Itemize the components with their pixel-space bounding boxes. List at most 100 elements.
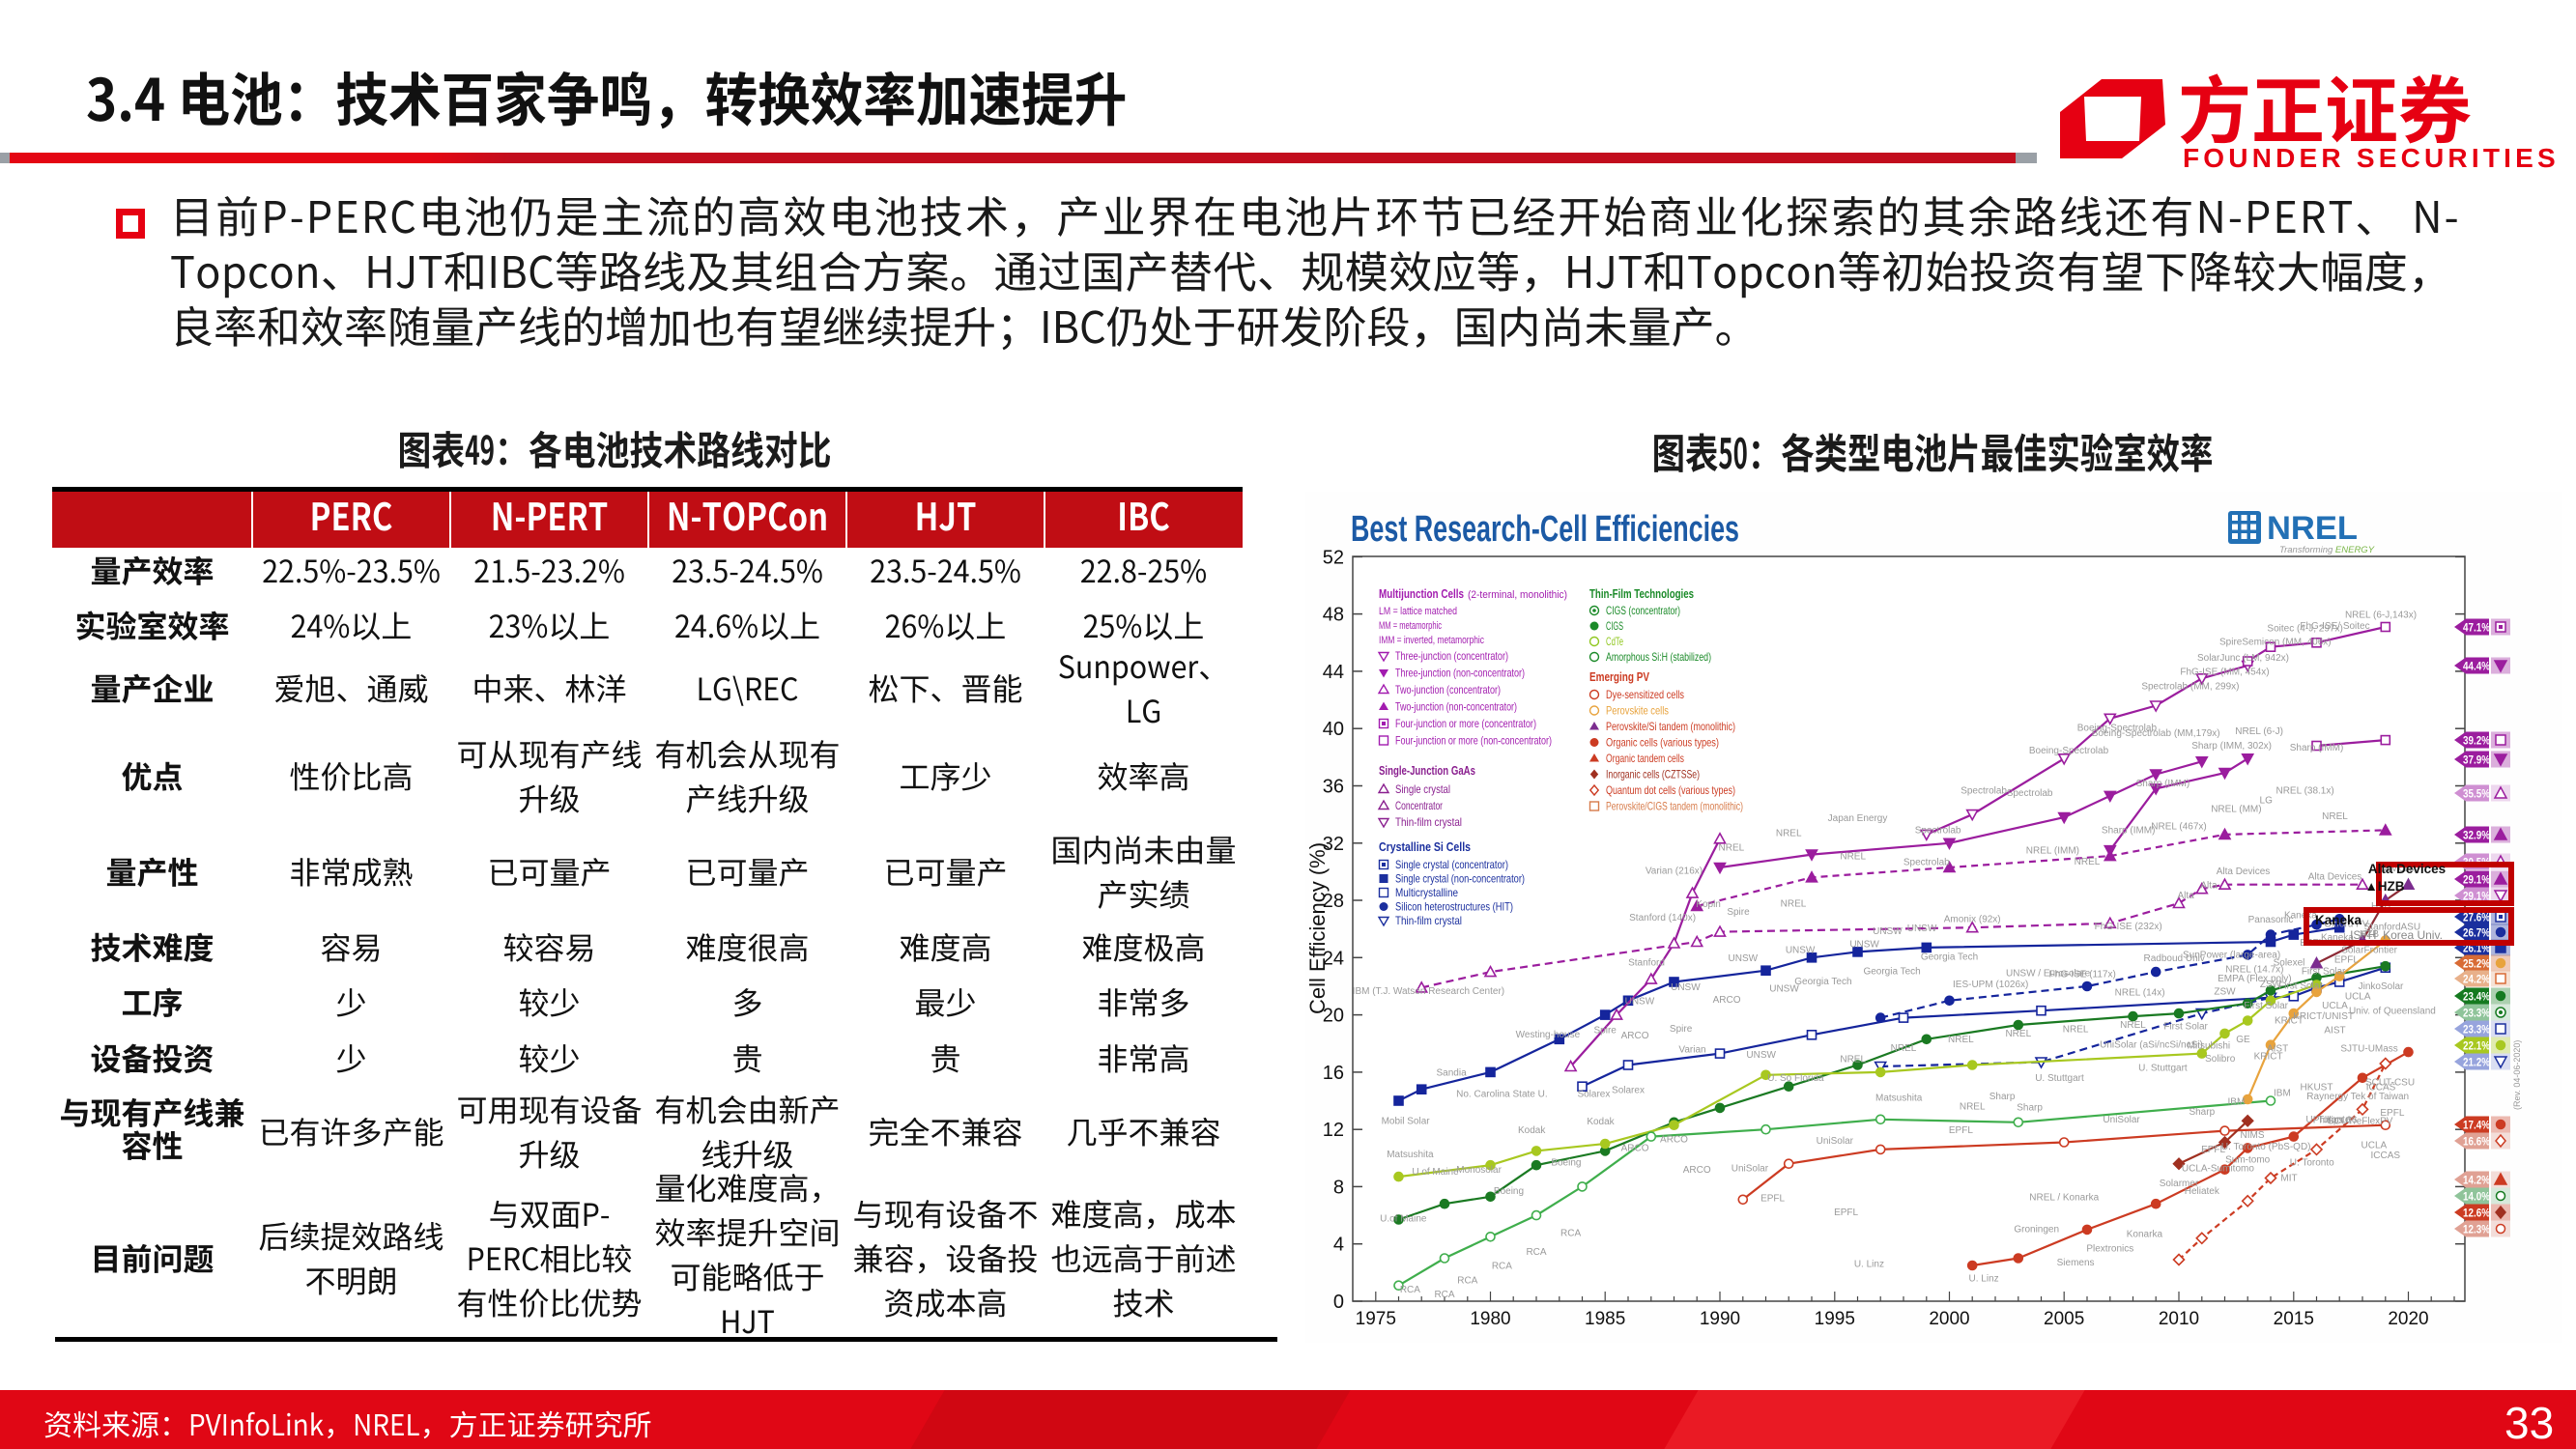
svg-text:SCUT/eFlexPV: SCUT/eFlexPV	[2328, 1116, 2393, 1126]
svg-text:Spire: Spire	[1670, 1024, 1693, 1035]
svg-text:U. Stuttgart: U. Stuttgart	[2138, 1064, 2188, 1074]
svg-text:RCA: RCA	[1526, 1247, 1546, 1258]
svg-text:SCUT-CSU: SCUT-CSU	[2365, 1077, 2415, 1088]
svg-text:NREL: NREL	[2063, 1025, 2089, 1036]
svg-text:Spectrolab: Spectrolab	[1961, 785, 2007, 796]
svg-text:UNSW: UNSW	[1873, 926, 1903, 937]
svg-text:EPFL: EPFL	[2201, 1145, 2225, 1155]
svg-text:No. Carolina State U.: No. Carolina State U.	[1456, 1090, 1548, 1100]
svg-text:Alta: Alta	[2177, 891, 2194, 901]
svg-text:Solarex: Solarex	[1577, 1090, 1610, 1100]
svg-text:MIT: MIT	[2280, 1174, 2297, 1184]
svg-text:FhG-ISE (MM, 454x): FhG-ISE (MM, 454x)	[2180, 668, 2269, 678]
svg-text:Single-Junction GaAs: Single-Junction GaAs	[1379, 764, 1475, 778]
svg-text:UCLA-Sumitomo: UCLA-Sumitomo	[2182, 1163, 2254, 1174]
svg-text:KRICT/UNIST: KRICT/UNIST	[2293, 1011, 2354, 1022]
svg-text:First Solar: First Solar	[2163, 1022, 2208, 1033]
svg-text:47.1%: 47.1%	[2463, 623, 2490, 635]
svg-text:Multicrystalline: Multicrystalline	[1395, 886, 1458, 899]
svg-text:Varian (216x): Varian (216x)	[1646, 866, 1703, 876]
svg-text:MM = metamorphic: MM = metamorphic	[1379, 620, 1442, 632]
svg-text:U. Stuttgart: U. Stuttgart	[2035, 1073, 2084, 1084]
svg-text:U.of Maine: U.of Maine	[1380, 1214, 1427, 1225]
svg-text:AIST: AIST	[2324, 1025, 2345, 1036]
svg-text:ICCAS: ICCAS	[2366, 1083, 2396, 1094]
svg-text:8: 8	[1333, 1177, 1344, 1198]
svg-text:Thin-film crystal: Thin-film crystal	[1395, 815, 1462, 829]
svg-text:Concentrator: Concentrator	[1395, 799, 1443, 812]
svg-text:Four-junction or more (non-con: Four-junction or more (non-concentrator)	[1395, 734, 1552, 748]
svg-text:(Rev. 04-06-2020): (Rev. 04-06-2020)	[2512, 1040, 2522, 1110]
svg-text:35.5%: 35.5%	[2463, 789, 2490, 801]
svg-text:24.2%: 24.2%	[2463, 975, 2490, 986]
svg-text:Spire: Spire	[1594, 1025, 1617, 1036]
svg-text:Single crystal: Single crystal	[1395, 782, 1450, 796]
svg-text:Amorphous Si:H (stabilized): Amorphous Si:H (stabilized)	[1606, 650, 1711, 664]
svg-text:NREL (14x): NREL (14x)	[2115, 988, 2165, 999]
svg-text:SolarFrontier: SolarFrontier	[2341, 945, 2397, 955]
svg-text:Solibro: Solibro	[2205, 1054, 2236, 1065]
svg-text:EMPA (Flex poly): EMPA (Flex poly)	[2218, 974, 2292, 984]
svg-text:Solarmer: Solarmer	[2160, 1179, 2199, 1189]
svg-text:GE: GE	[2236, 1035, 2250, 1045]
svg-text:NREL: NREL	[2267, 510, 2358, 547]
svg-text:NREL: NREL	[1840, 851, 1866, 862]
svg-text:1980: 1980	[1470, 1309, 1510, 1329]
svg-text:Sharp (IMM): Sharp (IMM)	[2102, 826, 2156, 837]
svg-text:Japan Energy: Japan Energy	[1828, 813, 1888, 824]
svg-text:(2-terminal, monolithic): (2-terminal, monolithic)	[1468, 589, 1567, 601]
svg-text:44.4%: 44.4%	[2463, 662, 2490, 673]
svg-text:Kodak: Kodak	[1518, 1125, 1546, 1136]
svg-text:23.4%: 23.4%	[2463, 992, 2490, 1004]
svg-text:EPFL: EPFL	[1949, 1125, 1973, 1136]
svg-text:29.1%: 29.1%	[2463, 892, 2490, 903]
svg-text:25.2%: 25.2%	[2463, 959, 2490, 971]
svg-text:Plextronics: Plextronics	[2086, 1243, 2133, 1254]
svg-text:12: 12	[1323, 1120, 1344, 1141]
svg-text:UNSW: UNSW	[1625, 997, 1655, 1008]
svg-text:Kaneka: Kaneka	[2284, 911, 2317, 922]
svg-text:HZB: HZB	[2360, 929, 2379, 940]
svg-text:Perovskite cells: Perovskite cells	[1606, 704, 1669, 718]
svg-text:Cell Efficiency (%): Cell Efficiency (%)	[1305, 842, 1330, 1014]
svg-text:Sandia: Sandia	[1437, 1068, 1468, 1079]
svg-text:IES-UPM (1026x): IES-UPM (1026x)	[1953, 980, 2028, 990]
svg-text:NREL (6-J): NREL (6-J)	[2235, 726, 2283, 737]
svg-text:Matsushita: Matsushita	[1387, 1150, 1434, 1160]
svg-text:Boeing-Spectrolab (MM,179x): Boeing-Spectrolab (MM,179x)	[2092, 728, 2220, 739]
svg-text:Boeing-Spectrolab: Boeing-Spectrolab	[2029, 746, 2109, 756]
svg-text:EPFL: EPFL	[1760, 1193, 1785, 1204]
svg-text:NREL: NREL	[1960, 1102, 1986, 1113]
svg-text:1990: 1990	[1700, 1309, 1740, 1329]
svg-text:Crystalline Si Cells: Crystalline Si Cells	[1379, 840, 1471, 854]
svg-text:Emerging PV: Emerging PV	[1589, 670, 1650, 684]
svg-text:Stanford (140x): Stanford (140x)	[1629, 913, 1696, 923]
svg-text:IBM: IBM	[2274, 1089, 2291, 1099]
svg-text:First Solar: First Solar	[2244, 1001, 2288, 1011]
svg-text:SpireSemicon (MM, 406x): SpireSemicon (MM, 406x)	[2219, 638, 2332, 648]
svg-text:Spectrolab: Spectrolab	[2007, 788, 2053, 799]
svg-text:Thin-film crystal: Thin-film crystal	[1395, 914, 1462, 927]
svg-text:27.6%: 27.6%	[2463, 913, 2490, 924]
svg-text:NREL: NREL	[2075, 857, 2101, 867]
svg-text:Heliatek: Heliatek	[2185, 1186, 2220, 1197]
svg-text:LM = lattice matched: LM = lattice matched	[1379, 606, 1457, 617]
svg-text:NREL (MM): NREL (MM)	[2211, 805, 2261, 815]
svg-text:Raynergy Tek of Taiwan: Raynergy Tek of Taiwan	[2306, 1092, 2409, 1102]
svg-text:40: 40	[1323, 719, 1344, 740]
svg-text:UniSolar: UniSolar	[2103, 1115, 2140, 1125]
svg-text:36: 36	[1323, 777, 1344, 798]
svg-text:CdTe: CdTe	[1606, 635, 1623, 648]
svg-text:Sharp: Sharp	[1989, 1092, 2016, 1102]
svg-text:RCA: RCA	[1400, 1285, 1420, 1295]
svg-text:ARCO: ARCO	[1621, 1031, 1649, 1041]
svg-text:Perovskite/CIGS tandem (monoli: Perovskite/CIGS tandem (monolithic)	[1606, 800, 1743, 813]
svg-text:UNSW / Eurosolare: UNSW / Eurosolare	[2006, 968, 2091, 979]
svg-text:Spectrolab: Spectrolab	[1915, 826, 1961, 837]
svg-text:26.1%: 26.1%	[2463, 944, 2490, 955]
svg-text:14.0%: 14.0%	[2463, 1192, 2490, 1204]
svg-text:39.2%: 39.2%	[2463, 736, 2490, 748]
svg-text:UNSW: UNSW	[1786, 945, 1816, 955]
svg-text:Solarex: Solarex	[1612, 1085, 1645, 1095]
svg-text:U. Toronto (PbS-QD): U. Toronto (PbS-QD)	[2221, 1142, 2311, 1152]
